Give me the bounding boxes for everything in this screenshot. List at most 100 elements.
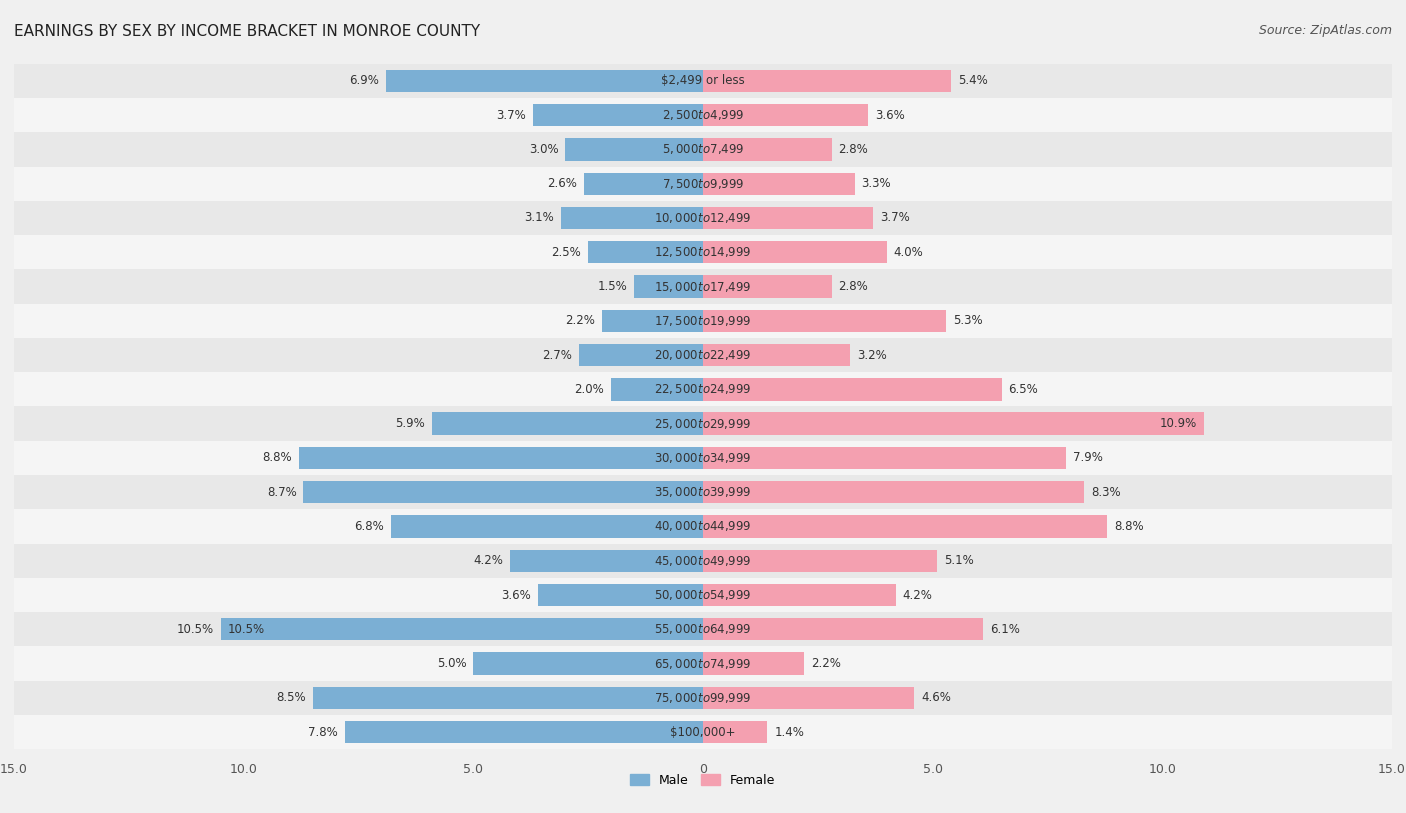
Text: $17,500 to $19,999: $17,500 to $19,999 xyxy=(654,314,752,328)
Bar xyxy=(703,687,914,709)
Bar xyxy=(14,578,1392,612)
Text: 3.6%: 3.6% xyxy=(501,589,531,602)
Bar xyxy=(474,652,703,675)
Text: 3.7%: 3.7% xyxy=(496,109,526,122)
Text: 3.6%: 3.6% xyxy=(875,109,905,122)
Bar xyxy=(14,63,1392,98)
Bar xyxy=(533,104,703,126)
Bar xyxy=(14,612,1392,646)
Bar xyxy=(14,304,1392,338)
Text: 6.5%: 6.5% xyxy=(1008,383,1038,396)
Bar xyxy=(312,687,703,709)
Text: 2.8%: 2.8% xyxy=(838,280,869,293)
Text: 6.1%: 6.1% xyxy=(990,623,1019,636)
Text: EARNINGS BY SEX BY INCOME BRACKET IN MONROE COUNTY: EARNINGS BY SEX BY INCOME BRACKET IN MON… xyxy=(14,24,481,39)
Bar xyxy=(14,544,1392,578)
Bar xyxy=(703,481,1084,503)
Bar xyxy=(344,721,703,743)
Bar xyxy=(703,138,831,161)
Bar xyxy=(703,515,1107,537)
Bar xyxy=(432,412,703,435)
Text: 2.2%: 2.2% xyxy=(811,657,841,670)
Bar xyxy=(14,167,1392,201)
Text: 8.8%: 8.8% xyxy=(1114,520,1143,533)
Bar xyxy=(703,584,896,606)
Text: 2.7%: 2.7% xyxy=(543,349,572,362)
Text: 1.4%: 1.4% xyxy=(775,725,804,738)
Legend: Male, Female: Male, Female xyxy=(626,769,780,792)
Bar xyxy=(612,378,703,401)
Bar xyxy=(703,344,851,366)
Bar xyxy=(703,310,946,332)
Text: $20,000 to $22,499: $20,000 to $22,499 xyxy=(654,348,752,362)
Bar xyxy=(588,241,703,263)
Text: 2.5%: 2.5% xyxy=(551,246,581,259)
Bar xyxy=(14,235,1392,269)
Bar xyxy=(703,172,855,195)
Bar xyxy=(14,715,1392,750)
Text: 3.1%: 3.1% xyxy=(524,211,554,224)
Text: 5.9%: 5.9% xyxy=(395,417,425,430)
Text: 5.3%: 5.3% xyxy=(953,315,983,328)
Bar xyxy=(14,269,1392,304)
Text: 8.7%: 8.7% xyxy=(267,485,297,498)
Text: 8.8%: 8.8% xyxy=(263,451,292,464)
Text: 2.2%: 2.2% xyxy=(565,315,595,328)
Bar xyxy=(703,276,831,298)
Bar xyxy=(703,412,1204,435)
Bar xyxy=(703,241,887,263)
Text: 1.5%: 1.5% xyxy=(598,280,627,293)
Text: 4.0%: 4.0% xyxy=(894,246,924,259)
Text: $7,500 to $9,999: $7,500 to $9,999 xyxy=(662,176,744,191)
Bar xyxy=(703,207,873,229)
Text: 2.0%: 2.0% xyxy=(575,383,605,396)
Text: $25,000 to $29,999: $25,000 to $29,999 xyxy=(654,416,752,431)
Text: 10.5%: 10.5% xyxy=(228,623,264,636)
Text: 3.2%: 3.2% xyxy=(856,349,887,362)
Text: 6.8%: 6.8% xyxy=(354,520,384,533)
Text: $22,500 to $24,999: $22,500 to $24,999 xyxy=(654,382,752,397)
Text: $55,000 to $64,999: $55,000 to $64,999 xyxy=(654,622,752,637)
Bar xyxy=(703,378,1001,401)
Bar xyxy=(634,276,703,298)
Text: 3.3%: 3.3% xyxy=(862,177,891,190)
Text: 5.1%: 5.1% xyxy=(945,554,974,567)
Bar xyxy=(14,98,1392,133)
Bar xyxy=(299,447,703,469)
Text: $45,000 to $49,999: $45,000 to $49,999 xyxy=(654,554,752,567)
Bar xyxy=(561,207,703,229)
Text: 4.6%: 4.6% xyxy=(921,691,950,704)
Text: $50,000 to $54,999: $50,000 to $54,999 xyxy=(654,588,752,602)
Bar xyxy=(565,138,703,161)
Bar xyxy=(703,721,768,743)
Bar xyxy=(703,447,1066,469)
Bar xyxy=(14,646,1392,680)
Bar xyxy=(14,475,1392,509)
Text: 10.9%: 10.9% xyxy=(1160,417,1197,430)
Bar xyxy=(703,550,938,572)
Bar xyxy=(602,310,703,332)
Bar xyxy=(703,70,950,92)
Bar xyxy=(14,406,1392,441)
Text: $10,000 to $12,499: $10,000 to $12,499 xyxy=(654,211,752,225)
Text: 10.5%: 10.5% xyxy=(177,623,214,636)
Bar xyxy=(14,680,1392,715)
Bar xyxy=(583,172,703,195)
Text: 8.3%: 8.3% xyxy=(1091,485,1121,498)
Text: 8.5%: 8.5% xyxy=(276,691,305,704)
Text: 5.0%: 5.0% xyxy=(437,657,467,670)
Text: 7.8%: 7.8% xyxy=(308,725,337,738)
Bar xyxy=(304,481,703,503)
Text: $5,000 to $7,499: $5,000 to $7,499 xyxy=(662,142,744,156)
Text: 2.8%: 2.8% xyxy=(838,143,869,156)
Bar xyxy=(703,104,869,126)
Bar xyxy=(510,550,703,572)
Text: 5.4%: 5.4% xyxy=(957,75,987,88)
Bar xyxy=(703,618,983,641)
Text: 7.9%: 7.9% xyxy=(1073,451,1102,464)
Text: $2,500 to $4,999: $2,500 to $4,999 xyxy=(662,108,744,122)
Bar xyxy=(537,584,703,606)
Bar xyxy=(221,618,703,641)
Bar xyxy=(387,70,703,92)
Bar xyxy=(14,133,1392,167)
